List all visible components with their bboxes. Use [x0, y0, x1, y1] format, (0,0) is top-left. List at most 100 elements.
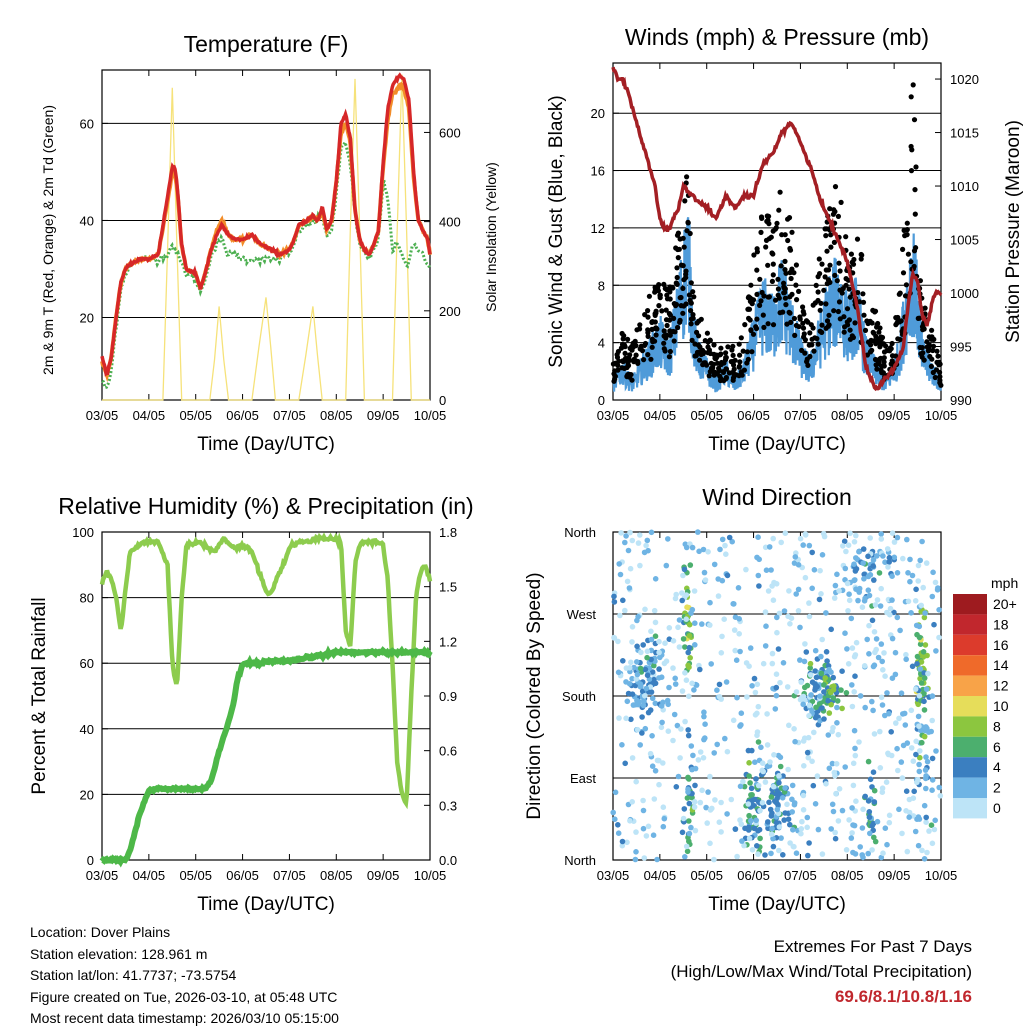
direction-point — [776, 780, 782, 786]
direction-point — [649, 763, 656, 769]
gust-point — [667, 296, 673, 302]
gust-point — [611, 378, 617, 384]
direction-point — [922, 767, 929, 773]
direction-point — [920, 584, 926, 591]
direction-point — [894, 570, 901, 576]
gust-point — [766, 221, 772, 227]
direction-point — [705, 549, 711, 555]
gust-point — [826, 312, 832, 318]
gust-point — [933, 367, 940, 373]
direction-point — [923, 819, 929, 825]
humidity-xlabel: Time (Day/UTC) — [197, 894, 335, 915]
speed-legend-swatch — [953, 614, 987, 635]
direction-point — [830, 808, 837, 815]
gust-point — [874, 366, 880, 372]
direction-point — [685, 649, 691, 656]
gust-point — [688, 308, 694, 314]
direction-point — [627, 565, 634, 572]
direction-point — [676, 644, 683, 650]
direction-point — [857, 844, 863, 850]
direction-point — [833, 761, 840, 767]
gust-point — [634, 327, 640, 333]
direction-point — [899, 830, 905, 837]
direction-point — [886, 812, 893, 819]
gust-point — [754, 249, 761, 255]
direction-point — [741, 783, 748, 790]
gust-point — [749, 349, 755, 355]
gust-point — [819, 261, 825, 267]
direction-point — [885, 564, 891, 570]
direction-point — [851, 727, 858, 734]
direction-point — [802, 641, 808, 647]
direction-point — [894, 745, 900, 752]
humidity-right-tick-label: 0.6 — [439, 744, 457, 759]
direction-point — [711, 856, 717, 863]
gust-point — [904, 227, 910, 233]
direction-point — [853, 639, 860, 646]
gust-point — [793, 262, 800, 268]
gust-point — [937, 374, 943, 380]
direction-point — [754, 843, 760, 849]
direction-point — [744, 694, 750, 700]
direction-point — [818, 670, 825, 677]
gust-point — [855, 290, 861, 296]
direction-point — [651, 662, 657, 669]
direction-point — [617, 612, 623, 619]
direction-point — [923, 814, 929, 821]
direction-point — [679, 590, 685, 596]
direction-point — [748, 818, 754, 824]
direction-point — [615, 822, 621, 828]
direction-point — [638, 683, 644, 689]
direction-point — [689, 680, 695, 687]
direction-point — [856, 739, 862, 745]
gust-point — [739, 372, 745, 378]
direction-point — [912, 598, 919, 604]
direction-point — [889, 530, 896, 536]
direction-point — [804, 749, 811, 756]
temperature-xtick-label: 10/05 — [414, 408, 447, 423]
direction-point — [697, 799, 704, 806]
direction-point — [634, 659, 640, 665]
gust-point — [796, 324, 802, 330]
gust-point — [763, 237, 770, 243]
direction-point — [851, 561, 857, 567]
speed-legend-label: 8 — [993, 718, 1001, 734]
station-info: Location: Dover Plains Station elevation… — [30, 922, 339, 1030]
direction-point — [736, 616, 742, 622]
direction-point — [652, 576, 659, 582]
direction-point — [747, 780, 753, 786]
direction-point — [911, 788, 917, 795]
direction-point — [622, 760, 628, 767]
direction-point — [682, 854, 688, 860]
gust-point — [912, 211, 918, 217]
direction-point — [658, 674, 665, 680]
gust-point — [896, 291, 902, 297]
humidity-left-tick-label: 0 — [87, 853, 94, 868]
gust-point — [766, 294, 773, 300]
direction-point — [882, 673, 888, 679]
direction-point — [798, 695, 805, 701]
direction-point — [762, 779, 769, 785]
direction-point — [929, 840, 936, 847]
direction-point — [644, 654, 650, 661]
gust-point — [652, 325, 658, 332]
gust-point — [711, 351, 717, 357]
direction-point — [765, 588, 772, 594]
direction-point — [900, 711, 906, 717]
direction-point — [870, 563, 876, 569]
direction-point — [769, 825, 775, 832]
direction-point — [680, 572, 686, 579]
direction-point — [687, 562, 694, 568]
gust-point — [652, 338, 658, 344]
gust-point — [615, 348, 622, 355]
direction-title: Wind Direction — [702, 484, 852, 510]
info-location: Location: Dover Plains — [30, 924, 171, 940]
gust-point — [680, 285, 686, 291]
gust-point — [869, 320, 875, 326]
temp-9m-line — [100, 81, 432, 383]
gust-point — [760, 312, 766, 318]
gust-point — [721, 378, 727, 384]
direction-point — [787, 821, 793, 828]
direction-point — [842, 630, 848, 636]
direction-point — [797, 535, 804, 542]
